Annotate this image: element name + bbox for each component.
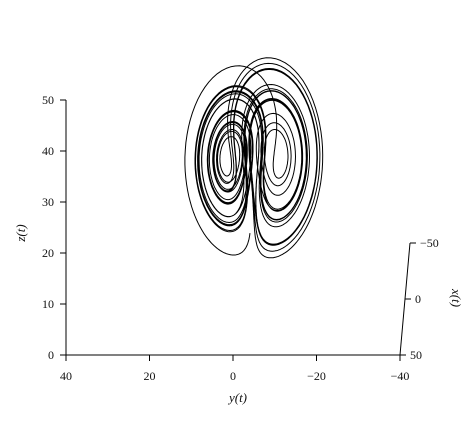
z-tick-label: 40 xyxy=(42,144,54,158)
y-tick-label: 20 xyxy=(144,369,156,383)
z-tick-label: 10 xyxy=(42,297,54,311)
y-tick-label: 40 xyxy=(60,369,72,383)
z-axis-title: z(t) xyxy=(13,224,28,242)
z-tick-label: 30 xyxy=(42,195,54,209)
trajectory-layer xyxy=(184,57,324,259)
y-ticks: 40 20 0 −20 −40 xyxy=(60,355,409,383)
y-axis-title: y(t) xyxy=(227,390,247,405)
x-axis-title: x(t) xyxy=(449,288,464,307)
x-tick-label: 0 xyxy=(415,292,421,306)
z-tick-label: 50 xyxy=(42,93,54,107)
z-tick-label: 20 xyxy=(42,246,54,260)
x-tick-label: −50 xyxy=(420,236,439,250)
x-tick-label: 50 xyxy=(410,348,422,362)
z-tick-label: 0 xyxy=(48,348,54,362)
y-tick-label: 0 xyxy=(230,369,236,383)
z-ticks: 0 10 20 30 40 50 xyxy=(42,93,66,362)
x-ticks: 50 0 −50 xyxy=(400,236,439,362)
y-tick-label: −20 xyxy=(307,369,326,383)
y-tick-label: −40 xyxy=(391,369,410,383)
trajectory-line xyxy=(184,57,324,259)
